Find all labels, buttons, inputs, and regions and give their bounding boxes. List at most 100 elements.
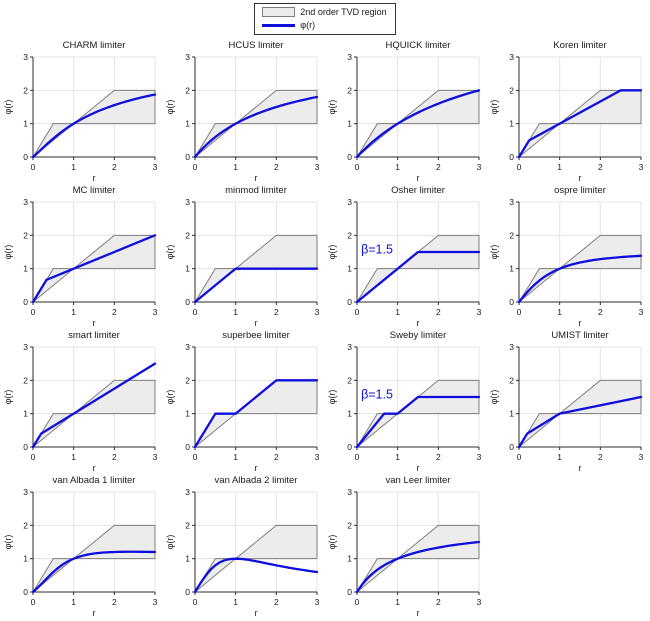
legend-entry-phi-line: φ(r): [262, 20, 386, 30]
svg-text:0: 0: [509, 297, 514, 307]
svg-text:3: 3: [23, 197, 28, 207]
svg-text:0: 0: [517, 452, 522, 462]
svg-text:3: 3: [347, 342, 352, 352]
y-axis-label: φ(r): [165, 535, 175, 550]
svg-text:1: 1: [71, 307, 76, 317]
subplot-title: HQUICK limiter: [386, 40, 451, 51]
svg-text:0: 0: [347, 587, 352, 597]
subplot-koren-limiter: 0 1 2 3 0 1 2 3 Koren limiter r φ(r): [489, 40, 644, 183]
subplot-cell-superbee-limiter: 0 1 2 3 0 1 2 3 superbee limiter r φ(r): [162, 327, 324, 473]
svg-text:3: 3: [477, 307, 482, 317]
svg-text:1: 1: [233, 452, 238, 462]
subplot-cell-osher-limiter: 0 1 2 3 0 1 2 3 Osher limiter r φ(r) β=1.5: [324, 182, 486, 328]
subplot-minmod-limiter: 0 1 2 3 0 1 2 3 minmod limiter r φ(r): [165, 185, 320, 328]
limiter-curve-osher-limiter: [355, 250, 481, 304]
x-axis-label: r: [93, 608, 96, 617]
svg-text:2: 2: [598, 452, 603, 462]
y-axis-label: φ(r): [489, 100, 499, 115]
subplot-cell-van-leer-limiter: 0 1 2 3 0 1 2 3 van Leer limiter r φ(r): [324, 472, 486, 618]
tvd-region-shape: [234, 379, 318, 415]
subplot-cell-sweby-limiter: 0 1 2 3 0 1 2 3 Sweby limiter r φ(r) β=1.5: [324, 327, 486, 473]
y-axis-label: φ(r): [327, 535, 337, 550]
tvd-region-shape: [396, 524, 480, 560]
subplot-title: CHARM limiter: [63, 40, 126, 51]
svg-text:1: 1: [509, 119, 514, 129]
tvd-region-shape: [518, 123, 562, 158]
svg-text:2: 2: [598, 162, 603, 172]
y-axis-label: φ(r): [165, 245, 175, 260]
svg-text:2: 2: [347, 230, 352, 240]
tvd-region-swatch-icon: [262, 7, 296, 17]
limiter-curve-van-albada-1-limiter: [31, 550, 157, 594]
svg-text:1: 1: [185, 554, 190, 564]
svg-text:2: 2: [185, 85, 190, 95]
tvd-region-shape: [72, 89, 156, 125]
svg-text:1: 1: [23, 264, 28, 274]
svg-text:0: 0: [185, 587, 190, 597]
subplot-title: Koren limiter: [553, 40, 606, 51]
limiter-curve-koren-limiter: [517, 89, 643, 159]
svg-text:1: 1: [395, 307, 400, 317]
limiter-curve-smart-limiter: [31, 362, 157, 449]
subplot-title: MC limiter: [73, 185, 116, 196]
y-axis-label: φ(r): [327, 245, 337, 260]
svg-text:2: 2: [112, 452, 117, 462]
limiter-curve-van-albada-2-limiter: [193, 557, 319, 594]
svg-text:0: 0: [31, 452, 36, 462]
tvd-region-shape: [356, 413, 400, 448]
subplot-cell-smart-limiter: 0 1 2 3 0 1 2 3 smart limiter r φ(r): [0, 327, 162, 473]
subplot-umist-limiter: 0 1 2 3 0 1 2 3 UMIST limiter r φ(r): [489, 330, 644, 473]
tvd-region-shape: [234, 234, 318, 270]
limiter-curve-ospre-limiter: [517, 254, 643, 304]
svg-text:1: 1: [71, 452, 76, 462]
x-axis-label: r: [417, 608, 420, 617]
svg-text:3: 3: [477, 597, 482, 607]
svg-text:3: 3: [315, 597, 320, 607]
svg-text:0: 0: [193, 597, 198, 607]
phi-line-swatch-icon: [262, 23, 296, 27]
svg-text:1: 1: [347, 409, 352, 419]
svg-text:3: 3: [347, 487, 352, 497]
tvd-region-shape: [194, 123, 238, 158]
tvd-region-shape: [518, 413, 562, 448]
svg-text:0: 0: [185, 442, 190, 452]
svg-text:1: 1: [185, 264, 190, 274]
svg-text:1: 1: [71, 162, 76, 172]
svg-text:2: 2: [185, 375, 190, 385]
svg-text:1: 1: [23, 119, 28, 129]
limiter-curve-umist-limiter: [517, 395, 643, 449]
svg-text:1: 1: [233, 162, 238, 172]
svg-text:3: 3: [347, 52, 352, 62]
svg-text:3: 3: [185, 52, 190, 62]
x-axis-label: r: [579, 318, 582, 327]
legend-label-tvd-region: 2nd order TVD region: [300, 7, 387, 17]
tvd-region-shape: [396, 89, 480, 125]
svg-text:0: 0: [31, 162, 36, 172]
y-axis-label: φ(r): [3, 535, 13, 550]
tvd-region-shape: [194, 558, 238, 593]
subplot-cell-mc-limiter: 0 1 2 3 0 1 2 3 MC limiter r φ(r): [0, 182, 162, 328]
svg-text:2: 2: [436, 307, 441, 317]
x-axis-label: r: [93, 318, 96, 327]
subplot-title: UMIST limiter: [551, 330, 608, 341]
svg-text:3: 3: [477, 162, 482, 172]
svg-text:1: 1: [557, 452, 562, 462]
subplot-cell-umist-limiter: 0 1 2 3 0 1 2 3 UMIST limiter r φ(r): [486, 327, 648, 473]
svg-text:2: 2: [436, 162, 441, 172]
svg-text:1: 1: [347, 264, 352, 274]
svg-text:0: 0: [347, 152, 352, 162]
svg-text:0: 0: [355, 452, 360, 462]
tvd-region-shape: [558, 234, 642, 270]
x-axis-label: r: [417, 318, 420, 327]
legend: 2nd order TVD region φ(r): [254, 3, 396, 35]
subplot-van-albada-1-limiter: 0 1 2 3 0 1 2 3 van Albada 1 limiter r φ(r): [3, 475, 158, 618]
tvd-region-shape: [194, 413, 238, 448]
subplot-cell-koren-limiter: 0 1 2 3 0 1 2 3 Koren limiter r φ(r): [486, 37, 648, 183]
subplot-cell-hquick-limiter: 0 1 2 3 0 1 2 3 HQUICK limiter r φ(r): [324, 37, 486, 183]
svg-text:0: 0: [31, 597, 36, 607]
limiter-curve-charm-limiter: [31, 93, 157, 159]
svg-text:0: 0: [509, 152, 514, 162]
svg-text:0: 0: [193, 307, 198, 317]
subplot-superbee-limiter: 0 1 2 3 0 1 2 3 superbee limiter r φ(r): [165, 330, 320, 473]
